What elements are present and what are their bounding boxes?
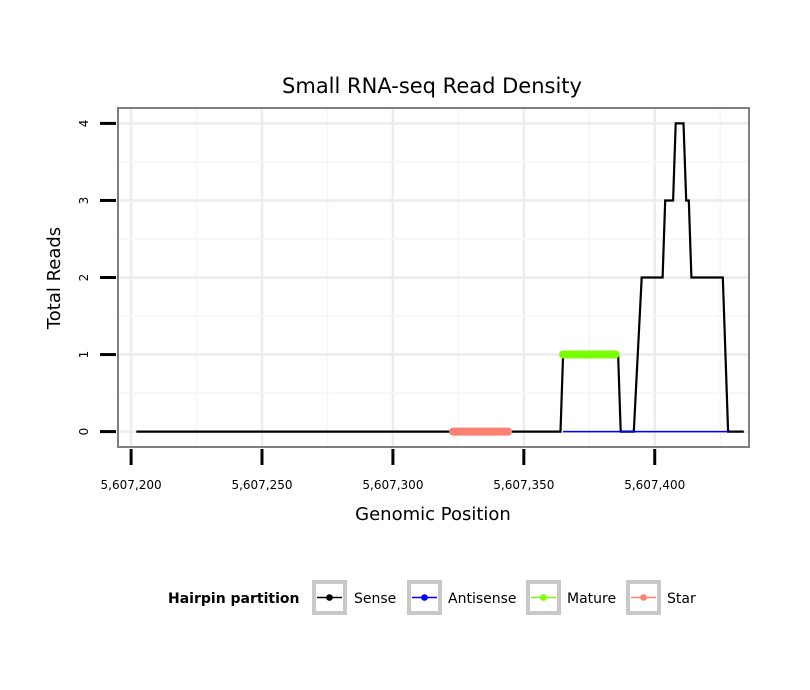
legend-label-antisense: Antisense bbox=[448, 591, 517, 607]
y-tick-label: 4 bbox=[77, 120, 91, 128]
legend-key-point bbox=[326, 594, 333, 601]
legend-title: Hairpin partition bbox=[168, 591, 299, 607]
plot-border bbox=[117, 107, 750, 448]
series-layer bbox=[136, 122, 744, 436]
x-tick-label: 5,607,350 bbox=[493, 478, 554, 492]
x-tick-label: 5,607,400 bbox=[624, 478, 685, 492]
y-tick-label: 2 bbox=[77, 274, 91, 282]
legend-key-point bbox=[421, 594, 428, 601]
y-tick-label: 3 bbox=[77, 197, 91, 205]
x-tick-label: 5,607,200 bbox=[101, 478, 162, 492]
axes: 5,607,200 5,607,250 5,607,300 5,607,350 5,60… bbox=[77, 120, 685, 492]
y-tick-label: 1 bbox=[77, 351, 91, 359]
x-tick-label: 5,607,250 bbox=[231, 478, 292, 492]
legend-label-mature: Mature bbox=[567, 591, 616, 607]
y-tick-label: 0 bbox=[77, 428, 91, 436]
legend-key-point bbox=[640, 594, 647, 601]
x-axis-title: Genomic Position bbox=[355, 504, 511, 525]
x-tick-label: 5,607,300 bbox=[362, 478, 423, 492]
y-axis-title: Total Reads bbox=[44, 227, 65, 330]
legend: Hairpin partition Sense Antisense Mature St… bbox=[168, 580, 696, 615]
legend-label-sense: Sense bbox=[354, 591, 396, 607]
legend-label-star: Star bbox=[667, 591, 696, 607]
legend-key-point bbox=[540, 594, 547, 601]
chart-title: Small RNA-seq Read Density bbox=[282, 74, 582, 98]
